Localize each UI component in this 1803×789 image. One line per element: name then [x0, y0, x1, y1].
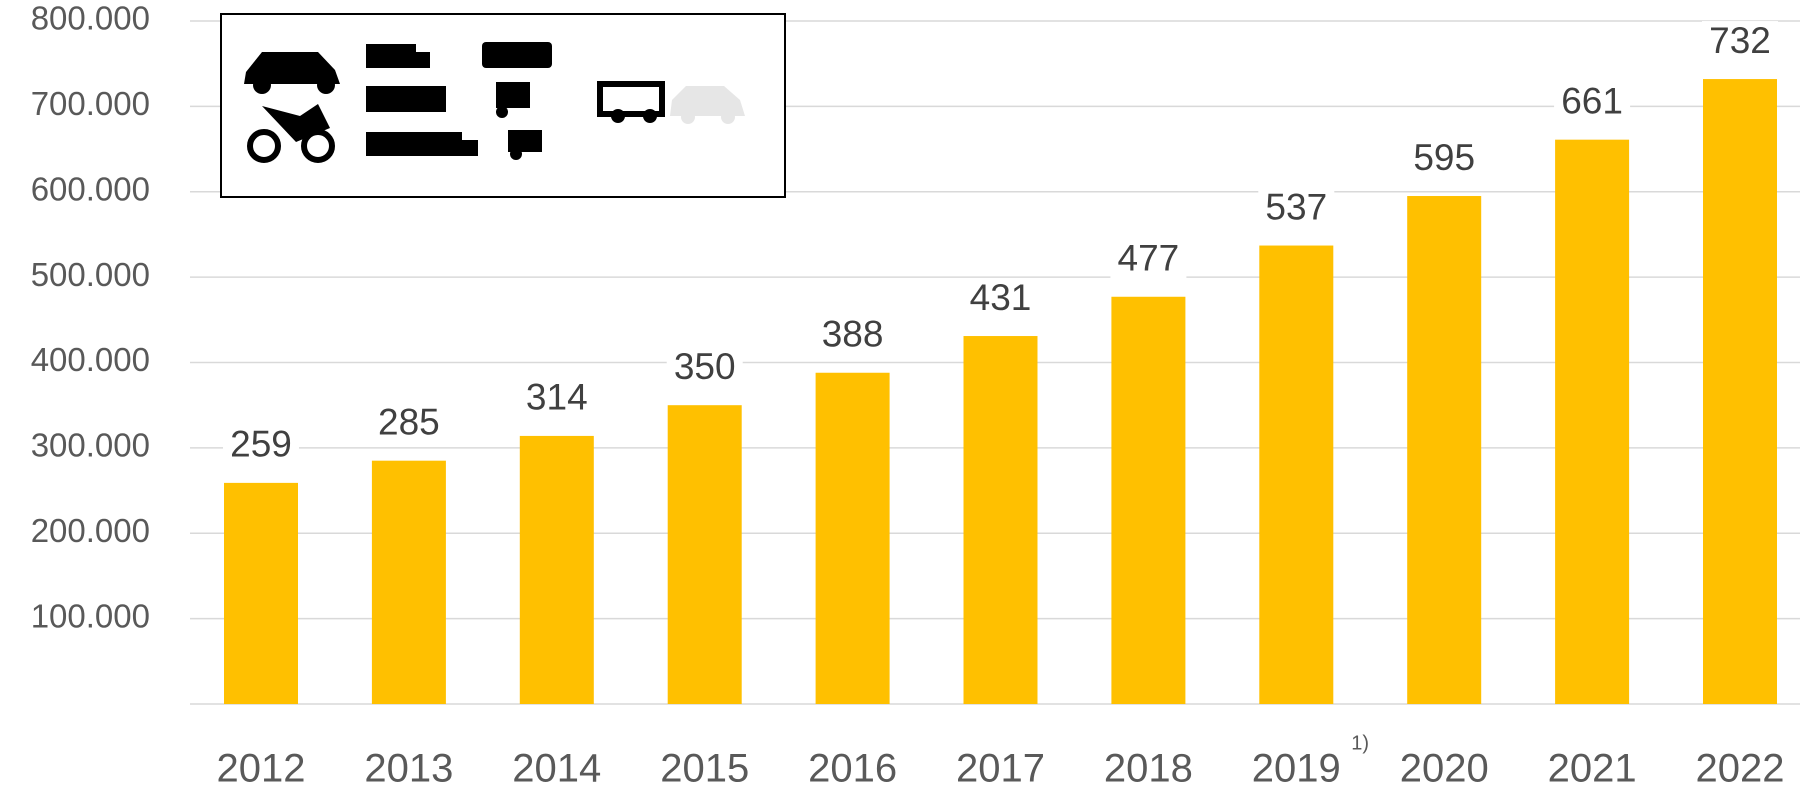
data-label: 259	[230, 424, 292, 465]
data-label: 431	[970, 277, 1032, 318]
y-tick-label: 700.000	[31, 85, 150, 122]
vehicle-icons	[244, 42, 665, 163]
data-label: 388	[822, 314, 884, 355]
bar	[1555, 139, 1630, 704]
wheel	[510, 148, 522, 160]
x-tick-label: 2022	[1696, 747, 1785, 789]
data-label-bg	[1554, 81, 1631, 124]
trailer-icon	[597, 81, 665, 117]
y-tick-label: 800.000	[31, 0, 150, 37]
data-label: 285	[378, 401, 440, 442]
data-label-bg	[1702, 21, 1778, 64]
data-label-bg	[1406, 138, 1483, 181]
y-tick-label: 600.000	[31, 170, 150, 207]
data-label-bg	[223, 424, 299, 467]
wheel	[247, 129, 281, 163]
wheel	[317, 76, 335, 94]
data-label-bg	[1110, 238, 1187, 281]
wheel	[681, 110, 695, 124]
truck-icon	[366, 132, 462, 156]
tractor-icon	[508, 130, 542, 152]
x-tick-label: 2016	[808, 747, 897, 789]
wheel	[611, 109, 625, 123]
wheel	[643, 109, 657, 123]
wheel	[721, 110, 735, 124]
data-label-bg	[962, 278, 1039, 321]
x-tick-label: 2018	[1104, 747, 1193, 789]
y-tick-label: 400.000	[31, 341, 150, 378]
truck-icon	[366, 44, 416, 68]
data-label: 537	[1265, 186, 1327, 227]
data-label-bg	[666, 347, 743, 390]
x-tick-label: 2021	[1548, 747, 1637, 789]
x-tick-label: 2015	[660, 747, 749, 789]
data-label: 350	[674, 346, 736, 387]
footnote-marker: 1)	[1351, 732, 1369, 754]
bar	[1111, 296, 1186, 704]
bar	[815, 372, 890, 704]
data-label-bg	[370, 402, 447, 445]
wheel	[301, 129, 335, 163]
grey-car-icon	[670, 86, 745, 124]
truck-icon	[366, 86, 446, 112]
y-tick-label: 300.000	[31, 427, 150, 464]
car-icon	[244, 52, 340, 84]
x-tick-label: 2014	[512, 747, 601, 789]
bar	[519, 435, 594, 704]
x-tick-label: 2020	[1400, 747, 1489, 789]
data-label-bg	[518, 377, 595, 420]
bar	[1407, 196, 1482, 705]
data-label: 661	[1561, 80, 1623, 121]
wheel	[253, 76, 271, 94]
data-label: 477	[1118, 238, 1180, 279]
bar	[1703, 79, 1777, 705]
data-label: 595	[1413, 137, 1475, 178]
data-label-bg	[1258, 187, 1335, 230]
bar	[1259, 245, 1334, 704]
y-tick-label: 500.000	[31, 256, 150, 293]
tractor-icon	[496, 82, 530, 108]
bar	[371, 460, 446, 704]
x-tick-label: 2017	[956, 747, 1045, 789]
bar	[224, 482, 298, 704]
data-label: 732	[1709, 20, 1771, 61]
truck-cab	[416, 52, 430, 68]
car-icon	[670, 86, 745, 116]
bar	[667, 405, 742, 704]
wheel	[496, 106, 508, 118]
x-tick-label: 2012	[217, 747, 306, 789]
bus-icon	[482, 42, 552, 68]
x-tick-label: 2013	[364, 747, 453, 789]
data-label-bg	[814, 314, 891, 357]
x-tick-label: 2019	[1252, 747, 1341, 789]
legend-box	[220, 13, 786, 198]
y-tick-label: 100.000	[31, 597, 150, 634]
bar	[963, 336, 1038, 704]
data-label: 314	[526, 377, 588, 418]
y-tick-label: 200.000	[31, 512, 150, 549]
truck-cab	[462, 140, 478, 156]
